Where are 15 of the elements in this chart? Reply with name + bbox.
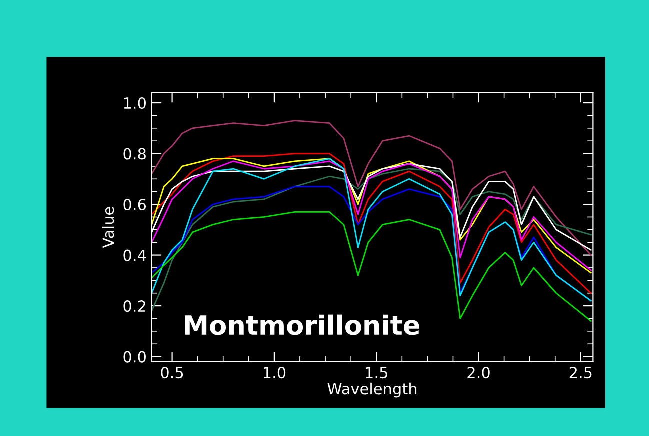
annotation: Montmorillonite: [185, 314, 420, 336]
x-tick-label: 0.5: [161, 367, 184, 379]
y-tick-label: 0.4: [124, 250, 146, 262]
y-tick-label: 1.0: [124, 97, 146, 110]
x-tick-label: 1.5: [366, 367, 388, 379]
y-axis-title: Value: [102, 207, 114, 248]
y-tick-label: 0.8: [124, 148, 146, 160]
y-tick-label: 0.0: [124, 351, 146, 363]
x-axis-title: Wavelength: [328, 382, 417, 398]
x-tick-label: 2.0: [468, 367, 490, 379]
line-series: [152, 120, 592, 256]
y-tick-label: 0.6: [124, 199, 146, 211]
x-tick-label: 1.0: [264, 367, 286, 379]
x-tick-label: 2.5: [570, 367, 592, 379]
y-tick-label: 0.2: [124, 300, 146, 312]
